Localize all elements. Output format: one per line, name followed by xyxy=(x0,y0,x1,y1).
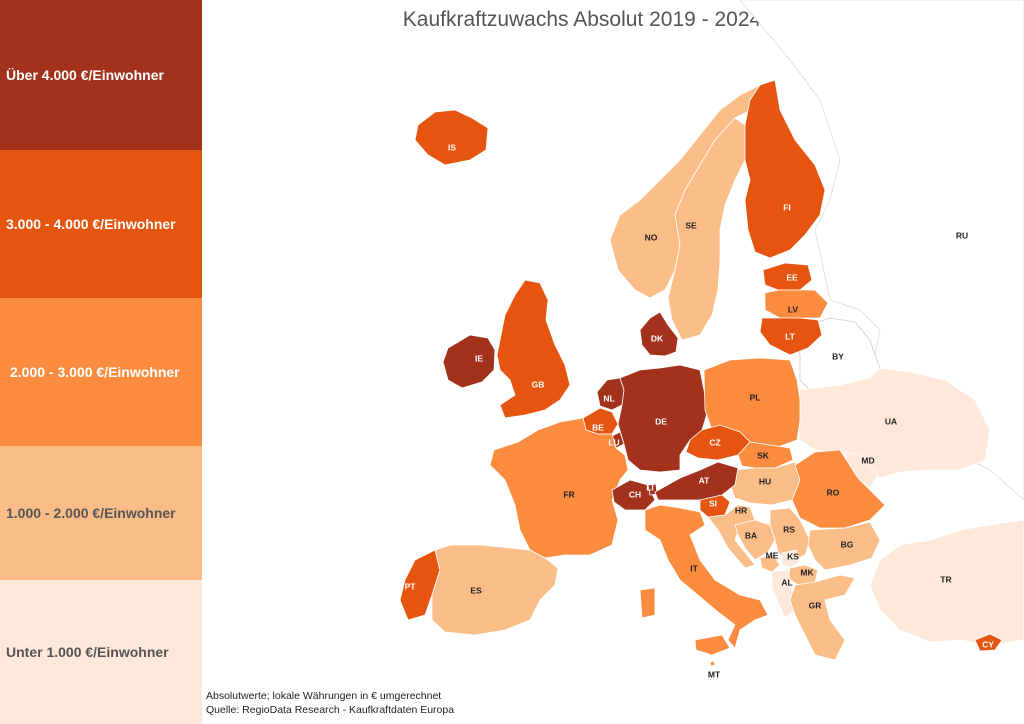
country-TR xyxy=(869,519,1024,646)
legend-item: Unter 1.000 €/Einwohner xyxy=(0,580,202,724)
country-BG xyxy=(807,521,881,571)
legend-label: 3.000 - 4.000 €/Einwohner xyxy=(6,216,176,232)
country-label-pt: PT xyxy=(405,581,417,591)
country-label-hu: HU xyxy=(759,476,771,486)
country-GR xyxy=(789,574,856,661)
country-label-ee: EE xyxy=(786,272,798,282)
country-IT-sardinia xyxy=(639,587,656,619)
country-RO xyxy=(791,449,886,529)
country-label-es: ES xyxy=(470,585,482,595)
europe-map: IS NO SE FI RU EE LV LT BY IE GB DK NL DE PL UA BE LU CZ SK… xyxy=(399,0,1024,679)
map-title: Kaufkraftzuwachs Absolut 2019 - 2024 xyxy=(402,8,762,31)
country-label-gr: GR xyxy=(809,600,822,610)
country-label-li: LI xyxy=(646,482,654,492)
map-legend: Über 4.000 €/Einwohner 3.000 - 4.000 €/E… xyxy=(0,0,202,724)
country-label-no: NO xyxy=(645,232,658,242)
country-label-se: SE xyxy=(685,220,697,230)
legend-label: 1.000 - 2.000 €/Einwohner xyxy=(6,505,176,521)
country-label-tr: TR xyxy=(940,574,951,584)
country-label-lt: LT xyxy=(785,331,796,341)
country-IT-sicily xyxy=(694,634,731,656)
country-label-lu: LU xyxy=(608,437,619,447)
country-FR xyxy=(489,417,629,559)
footer-note: Absolutwerte; lokale Währungen in € umge… xyxy=(206,690,442,702)
country-GB xyxy=(496,279,571,419)
country-label-mt: MT xyxy=(708,669,721,679)
country-label-ks: KS xyxy=(787,551,799,561)
legend-label: Unter 1.000 €/Einwohner xyxy=(6,644,169,660)
country-label-at: AT xyxy=(699,475,711,485)
country-label-fr: FR xyxy=(563,489,574,499)
country-SK xyxy=(737,441,794,469)
country-ES xyxy=(419,544,559,636)
country-label-lv: LV xyxy=(788,304,799,314)
country-DK xyxy=(639,311,679,357)
country-AT xyxy=(654,461,739,501)
country-label-mk: MK xyxy=(800,567,814,577)
country-label-be: BE xyxy=(592,422,604,432)
country-label-ro: RO xyxy=(827,487,840,497)
legend-item: 2.000 - 3.000 €/Einwohner xyxy=(0,298,202,446)
country-RU xyxy=(739,0,1024,501)
country-label-fi: FI xyxy=(783,202,791,212)
footer-source: Quelle: RegioData Research - Kaufkraftda… xyxy=(206,704,455,716)
country-label-ie: IE xyxy=(475,353,483,363)
country-KS xyxy=(781,549,801,569)
legend-label: 2.000 - 3.000 €/Einwohner xyxy=(10,364,180,380)
country-label-ru: RU xyxy=(956,230,968,240)
country-label-bg: BG xyxy=(841,539,854,549)
country-label-cz: CZ xyxy=(709,437,720,447)
country-IS xyxy=(414,109,489,166)
country-label-ch: CH xyxy=(629,489,641,499)
country-LV xyxy=(764,289,829,319)
country-label-md: MD xyxy=(861,455,874,465)
country-ME xyxy=(759,554,781,573)
country-label-me: ME xyxy=(766,550,779,560)
country-label-ba: BA xyxy=(745,530,757,540)
map-area: Kaufkraftzuwachs Absolut 2019 - 2024 xyxy=(202,0,1024,724)
country-label-dk: DK xyxy=(651,333,664,343)
country-IT xyxy=(644,504,769,649)
legend-item: Über 4.000 €/Einwohner xyxy=(0,0,202,150)
country-label-de: DE xyxy=(655,416,667,426)
country-label-it: IT xyxy=(690,563,698,573)
country-label-ua: UA xyxy=(885,416,897,426)
country-UA xyxy=(796,367,991,479)
country-BA xyxy=(734,519,776,561)
country-label-by: BY xyxy=(832,351,844,361)
country-label-si: SI xyxy=(709,498,717,508)
country-CY xyxy=(974,633,1003,652)
country-DE xyxy=(617,364,709,473)
country-SE xyxy=(667,117,746,341)
country-FI xyxy=(744,79,826,259)
legend-label: Über 4.000 €/Einwohner xyxy=(6,67,164,83)
legend-item: 3.000 - 4.000 €/Einwohner xyxy=(0,150,202,298)
country-label-al: AL xyxy=(781,577,792,587)
country-IE xyxy=(442,334,496,389)
country-label-cy: CY xyxy=(982,639,994,649)
country-label-pl: PL xyxy=(750,392,761,402)
country-label-nl: NL xyxy=(603,393,614,403)
country-CH xyxy=(611,479,656,511)
legend-item: 1.000 - 2.000 €/Einwohner xyxy=(0,446,202,580)
country-label-sk: SK xyxy=(757,450,770,460)
country-label-rs: RS xyxy=(783,524,795,534)
country-label-is: IS xyxy=(448,142,456,152)
country-AL xyxy=(771,569,796,619)
country-EE xyxy=(762,262,813,291)
country-label-hr: HR xyxy=(735,505,747,515)
country-MT xyxy=(709,660,716,667)
country-label-gb: GB xyxy=(532,379,545,389)
country-LT xyxy=(759,317,823,356)
